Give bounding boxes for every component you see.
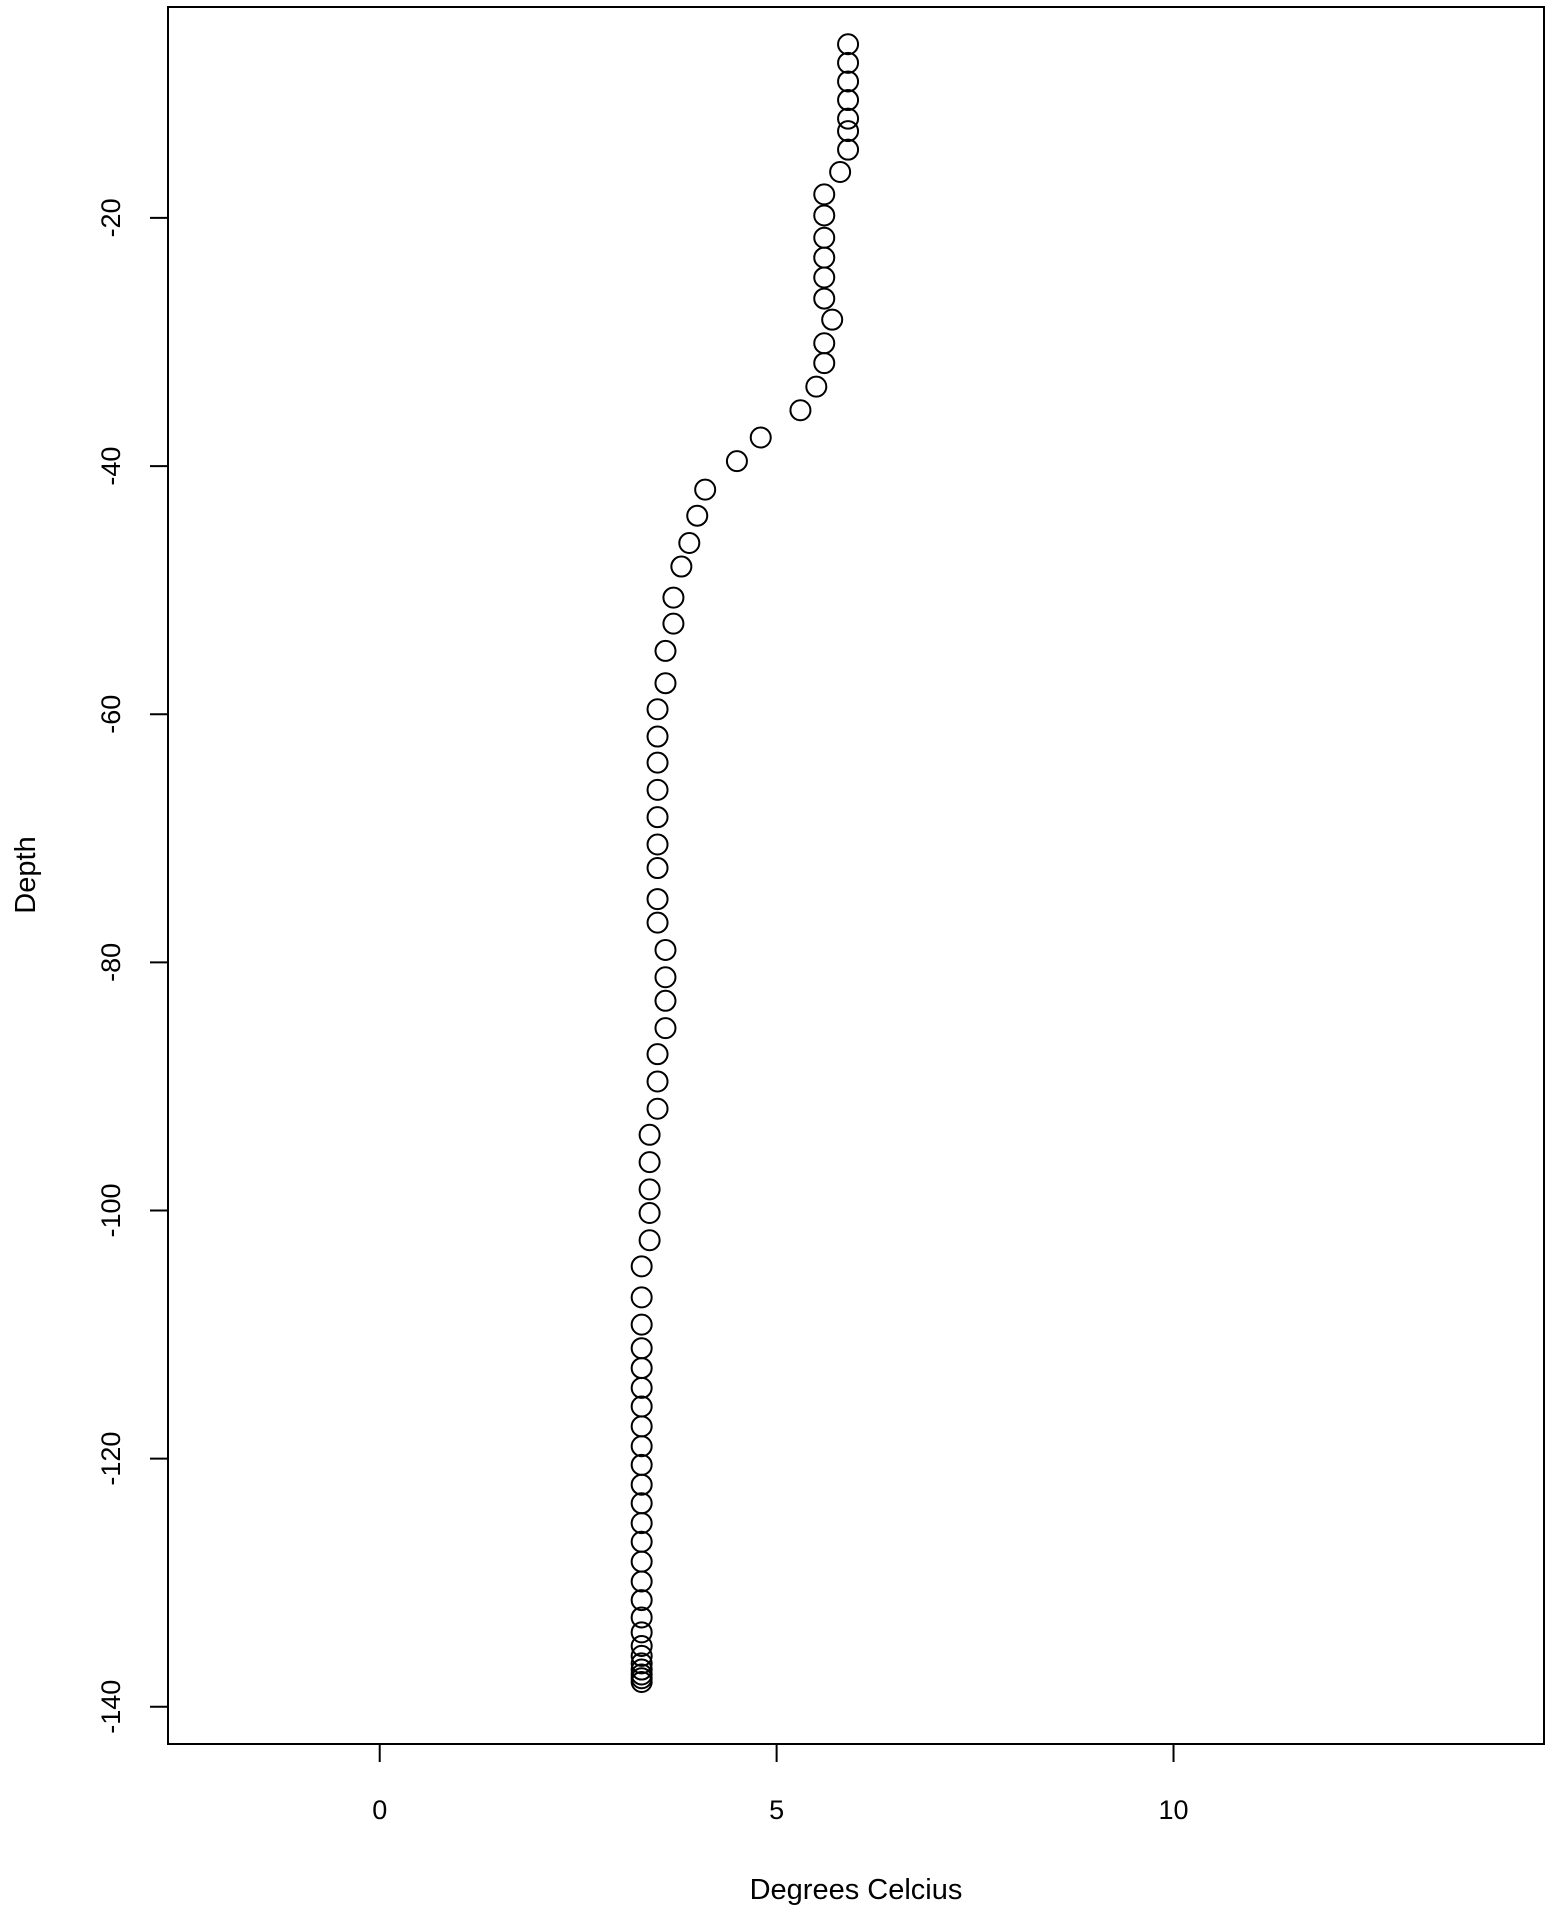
data-point bbox=[813, 204, 836, 227]
data-point bbox=[654, 672, 677, 695]
data-point bbox=[837, 138, 860, 161]
y-tick-label: -100 bbox=[96, 1183, 126, 1237]
data-point bbox=[837, 51, 860, 74]
data-point bbox=[686, 504, 709, 527]
data-point bbox=[813, 266, 836, 289]
data-point bbox=[630, 1415, 653, 1438]
data-point bbox=[662, 586, 685, 609]
data-point bbox=[694, 478, 717, 501]
data-point bbox=[630, 1313, 653, 1336]
data-point bbox=[646, 698, 669, 721]
data-point bbox=[630, 1550, 653, 1573]
data-point bbox=[837, 89, 860, 112]
data-point bbox=[630, 1606, 653, 1629]
data-point bbox=[837, 70, 860, 93]
data-point bbox=[646, 1097, 669, 1120]
x-axis-title: Degrees Celcius bbox=[750, 1874, 963, 1906]
data-point bbox=[638, 1229, 661, 1252]
data-point bbox=[630, 1395, 653, 1418]
data-point bbox=[630, 1286, 653, 1309]
data-point bbox=[630, 1634, 653, 1657]
y-tick-label: -20 bbox=[96, 198, 126, 237]
data-point bbox=[646, 888, 669, 911]
data-point bbox=[630, 1492, 653, 1515]
data-point bbox=[646, 911, 669, 934]
data-point bbox=[837, 107, 860, 130]
x-tick-label: 0 bbox=[372, 1795, 387, 1825]
data-points bbox=[630, 33, 860, 1693]
y-axis: -140 -120 -100 -80 -60 -40 -20 bbox=[96, 198, 169, 1734]
data-point bbox=[630, 1658, 653, 1681]
data-point bbox=[646, 806, 669, 829]
data-point bbox=[813, 226, 836, 249]
data-point bbox=[662, 612, 685, 635]
y-tick-label: -60 bbox=[96, 695, 126, 734]
data-point bbox=[646, 1070, 669, 1093]
x-axis: 0 5 10 bbox=[372, 1743, 1189, 1825]
data-point bbox=[630, 1589, 653, 1612]
data-point bbox=[630, 1570, 653, 1593]
data-point bbox=[813, 352, 836, 375]
data-point bbox=[630, 1435, 653, 1458]
data-point bbox=[630, 1357, 653, 1380]
x-tick-label: 5 bbox=[769, 1795, 784, 1825]
data-point bbox=[630, 1453, 653, 1476]
data-point bbox=[638, 1178, 661, 1201]
data-point bbox=[654, 966, 677, 989]
data-point bbox=[654, 1017, 677, 1040]
y-tick-label: -80 bbox=[96, 943, 126, 982]
data-point bbox=[630, 1512, 653, 1535]
data-point bbox=[630, 1530, 653, 1553]
data-point bbox=[813, 246, 836, 269]
data-point bbox=[630, 1670, 653, 1693]
data-point bbox=[813, 183, 836, 206]
data-point bbox=[837, 33, 860, 56]
data-point bbox=[630, 1337, 653, 1360]
data-point bbox=[630, 1473, 653, 1496]
data-point bbox=[638, 1151, 661, 1174]
y-tick-label: -40 bbox=[96, 447, 126, 486]
data-point bbox=[646, 751, 669, 774]
data-point bbox=[678, 531, 701, 554]
data-point bbox=[805, 375, 828, 398]
data-point bbox=[829, 161, 852, 184]
data-point bbox=[654, 989, 677, 1012]
data-point bbox=[630, 1376, 653, 1399]
data-point bbox=[725, 450, 748, 473]
y-tick-label: -120 bbox=[96, 1432, 126, 1486]
data-point bbox=[630, 1255, 653, 1278]
data-point bbox=[646, 778, 669, 801]
data-point bbox=[654, 938, 677, 961]
data-point bbox=[630, 1644, 653, 1667]
data-point bbox=[638, 1123, 661, 1146]
data-point bbox=[654, 639, 677, 662]
y-axis-title: Depth bbox=[10, 836, 42, 913]
data-point bbox=[837, 120, 860, 143]
data-point bbox=[821, 308, 844, 331]
data-point bbox=[813, 287, 836, 310]
data-point bbox=[749, 426, 772, 449]
data-point bbox=[638, 1201, 661, 1224]
x-tick-label: 10 bbox=[1159, 1795, 1189, 1825]
data-point bbox=[630, 1652, 653, 1675]
y-tick-label: -140 bbox=[96, 1680, 126, 1734]
data-point bbox=[789, 399, 812, 422]
data-point bbox=[670, 555, 693, 578]
data-point bbox=[646, 1043, 669, 1066]
data-point bbox=[630, 1621, 653, 1644]
data-point bbox=[646, 833, 669, 856]
data-point bbox=[813, 332, 836, 355]
data-point bbox=[646, 857, 669, 880]
data-point bbox=[646, 725, 669, 748]
plot-frame bbox=[167, 6, 1545, 1745]
